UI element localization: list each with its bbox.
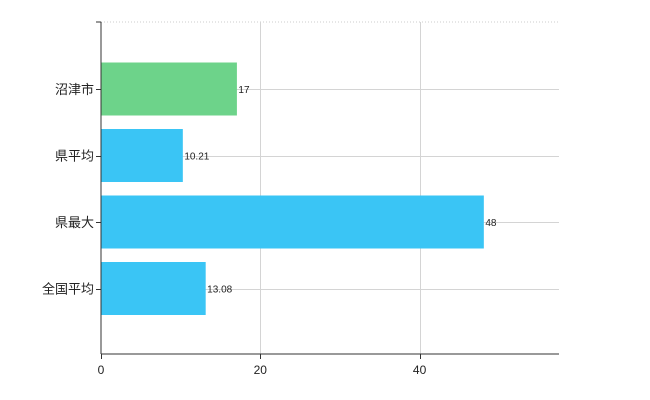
x-tick-label: 20 — [254, 363, 268, 377]
category-label: 県平均 — [55, 150, 94, 165]
x-tick-label: 40 — [413, 363, 427, 377]
bar — [101, 129, 183, 182]
data-label: 48 — [485, 218, 497, 229]
data-label: 10.21 — [184, 152, 209, 163]
category-label: 全国平均 — [42, 282, 94, 298]
axes-group — [96, 21, 559, 355]
x-tick-label: 0 — [98, 363, 105, 377]
category-label: 沼津市 — [55, 82, 94, 98]
data-label: 17 — [238, 85, 250, 96]
bar — [101, 262, 206, 315]
bar — [101, 195, 484, 249]
data-label: 13.08 — [207, 285, 232, 296]
category-label: 県最大 — [55, 216, 94, 231]
bar — [101, 62, 237, 116]
labels-group: 沼津市 17 県平均 10.21 県最大 48 全国平均 13.08 0 20 40 — [42, 82, 497, 377]
bars-group — [101, 62, 484, 315]
